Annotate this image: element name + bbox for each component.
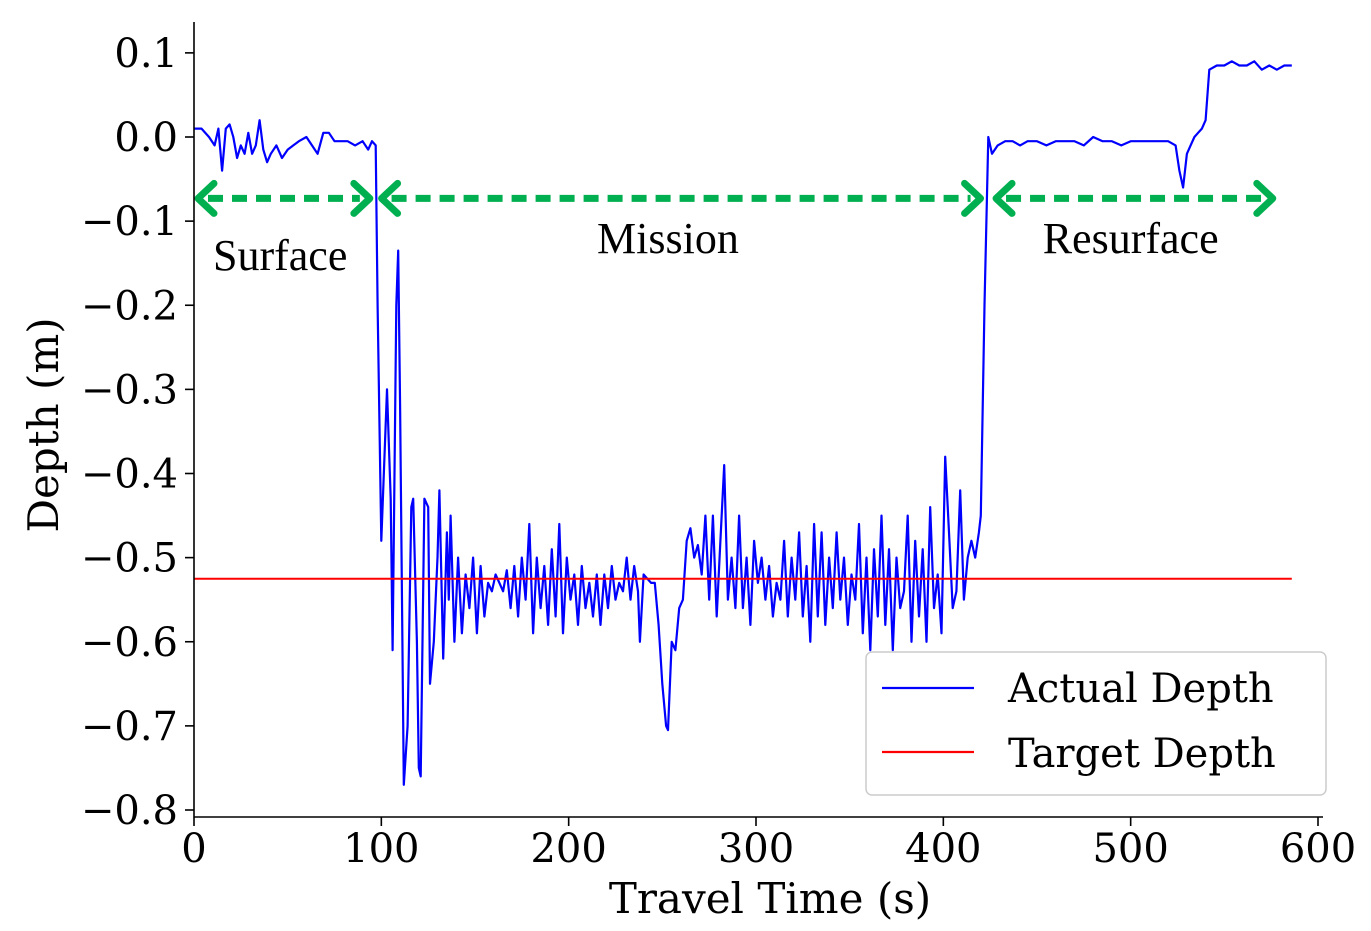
x-tick-label: 0 <box>181 826 206 872</box>
x-tick-label: 600 <box>1280 826 1356 872</box>
x-tick-label: 400 <box>905 826 981 872</box>
y-axis-label: Depth (m) <box>19 317 68 532</box>
y-tick-label: −0.6 <box>81 620 178 666</box>
y-tick-label: 0.1 <box>114 31 178 77</box>
phase-arrow-head-right <box>1253 179 1277 217</box>
phase-label-mission: Mission <box>597 214 739 263</box>
legend: Actual Depth Target Depth <box>865 651 1327 796</box>
phase-label-surface: Surface <box>213 231 347 280</box>
phase-arrow-head-right <box>350 179 374 217</box>
phase-arrow-mission <box>378 179 985 217</box>
series-layer <box>194 60 1292 786</box>
x-tick-label: 200 <box>530 826 606 872</box>
phase-arrow-head-left <box>992 179 1016 217</box>
x-axis-label: Travel Time (s) <box>609 874 931 923</box>
phase-annotations: Surface Mission Resurface <box>194 179 1277 280</box>
y-tick-label: −0.4 <box>81 452 178 498</box>
y-tick-label: −0.2 <box>81 283 178 329</box>
phase-label-resurface: Resurface <box>1043 214 1219 263</box>
phase-arrow-head-left <box>378 179 402 217</box>
phase-arrow-head-right <box>961 179 985 217</box>
phase-arrow-surface <box>194 179 374 217</box>
x-ticks: 0 100 200 300 400 500 600 <box>181 817 1356 872</box>
legend-label-actual: Actual Depth <box>1007 666 1274 712</box>
x-tick-label: 100 <box>343 826 419 872</box>
y-ticks: 0.1 0.0 −0.1 −0.2 −0.3 −0.4 −0.5 −0.6 −0.7 −0.8 <box>81 31 194 834</box>
legend-label-target: Target Depth <box>1008 731 1276 777</box>
y-tick-label: −0.5 <box>81 536 178 582</box>
legend-box <box>865 651 1327 796</box>
phase-arrow-resurface <box>992 179 1277 217</box>
y-tick-label: −0.7 <box>81 704 178 750</box>
axes <box>193 22 1323 818</box>
x-tick-label: 300 <box>718 826 794 872</box>
y-tick-label: −0.8 <box>81 788 178 834</box>
y-tick-label: −0.3 <box>81 367 178 413</box>
y-tick-label: −0.1 <box>81 199 178 245</box>
y-tick-label: 0.0 <box>114 115 178 161</box>
series-line-0 <box>194 60 1292 786</box>
phase-arrow-head-left <box>194 179 218 217</box>
x-tick-label: 500 <box>1092 826 1168 872</box>
